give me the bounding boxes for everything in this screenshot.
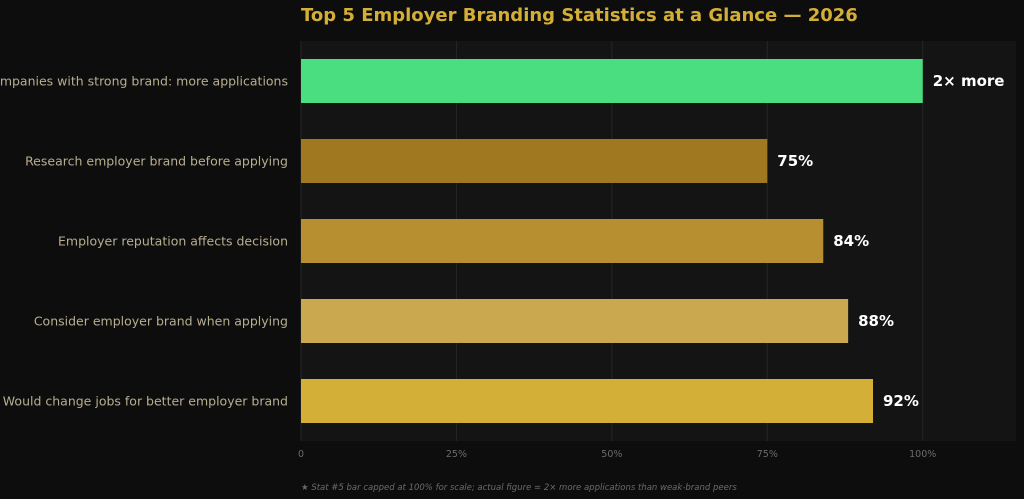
x-tick-label: 100%	[909, 449, 936, 460]
bar	[301, 219, 824, 263]
category-label: Consider employer brand when applying	[34, 314, 288, 329]
value-label: 2× more	[933, 72, 1005, 90]
x-tick-label: 50%	[601, 449, 622, 460]
x-tick-label: 75%	[757, 449, 778, 460]
value-label: 75%	[777, 152, 813, 170]
bar	[301, 59, 923, 103]
chart-title: Top 5 Employer Branding Statistics at a …	[301, 5, 858, 26]
value-label: 92%	[883, 392, 919, 410]
category-label: Research employer brand before applying	[25, 154, 288, 169]
x-tick-label: 0	[298, 449, 304, 460]
x-tick-label: 25%	[446, 449, 467, 460]
value-label: 88%	[858, 312, 894, 330]
footnote: ★ Stat #5 bar capped at 100% for scale; …	[301, 483, 737, 493]
category-label: Would change jobs for better employer br…	[3, 394, 288, 409]
bar	[301, 299, 849, 343]
value-label: 84%	[833, 232, 869, 250]
bars: Companies with strong brand: more applic…	[0, 59, 1004, 423]
bar	[301, 139, 768, 183]
category-label: Companies with strong brand: more applic…	[0, 74, 288, 89]
category-label: Employer reputation affects decision	[58, 234, 288, 249]
bar	[301, 379, 873, 423]
x-axis-ticks: 0 25% 50% 75% 100%	[298, 449, 936, 460]
